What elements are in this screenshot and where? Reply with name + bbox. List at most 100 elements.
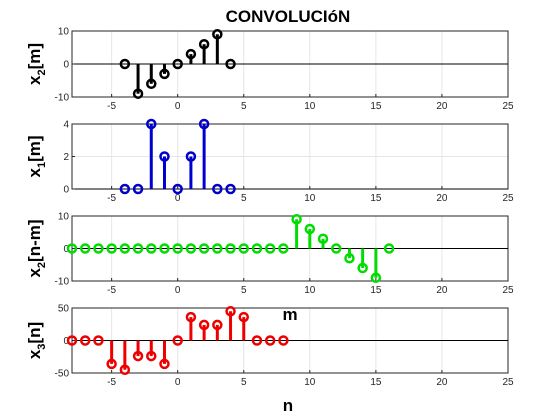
x-tick-label: 20 [436,193,448,204]
x-tick-label: -5 [107,285,116,296]
figure-title: CONVOLUCIóN [226,7,351,26]
stem-marker [146,243,157,254]
stem-marker [172,183,183,195]
x-tick-label: 15 [370,285,382,296]
y-label-subscript: 2 [36,262,48,268]
stem-marker [66,243,78,254]
stem-marker [185,151,197,162]
x-tick-label: 20 [436,285,448,296]
stem-marker [79,243,91,254]
y-axis-label: x2[n-m] [25,219,48,277]
stem-marker [317,233,329,244]
x-tick-label: 25 [502,193,514,204]
x-tick-label: 20 [436,101,448,112]
stem-marker [370,272,382,283]
x-tick-label: -5 [107,101,116,112]
stem-marker [185,48,197,60]
stem-marker [212,243,223,254]
x-tick-label: 20 [436,377,448,388]
stem-marker [212,29,223,40]
stem-marker [278,243,289,254]
stem-marker [172,243,183,254]
x-tick-label: 0 [175,193,181,204]
x-tick-label: -5 [107,193,116,204]
stem-marker [132,350,144,362]
stem-marker [119,183,131,195]
y-tick-label: 2 [63,152,69,163]
stem-marker [172,58,183,70]
x-tick-label: 10 [304,377,316,388]
stem-marker [212,319,223,331]
x-tick-label: 15 [370,193,382,204]
y-tick-label: 0 [63,244,69,255]
x-tick-label: 0 [175,101,181,112]
x-tick-label: -5 [107,377,116,388]
x-tick-label: 5 [241,193,247,204]
y-label-main: x [25,75,44,85]
stem-marker [159,243,170,254]
stem-marker [198,243,210,254]
stem-marker [93,335,104,346]
stem-marker [159,358,170,370]
y-tick-label: 4 [63,120,69,131]
x-tick-label: 0 [175,377,181,388]
x-tick-label: 25 [502,285,514,296]
y-label-tail: [n-m] [25,219,44,261]
stem-marker [278,335,289,346]
bottom-xlabel: n [283,396,293,415]
x-tick-label: 10 [304,101,316,112]
y-tick-label: 10 [58,212,70,223]
x-tick-label: 0 [175,285,181,296]
stem-marker [172,335,183,346]
x-tick-label: 25 [502,101,514,112]
stem-marker [79,335,91,346]
y-label-main: x [25,349,44,359]
x-tick-label: 10 [304,285,316,296]
x-tick-label: 10 [304,193,316,204]
stem-marker [198,319,210,331]
stem-marker [238,311,250,323]
stem-marker [304,223,316,235]
y-tick-label: -10 [55,277,70,288]
y-label-main: x [25,268,44,278]
stem-marker [251,335,263,346]
y-tick-label: 50 [58,304,70,315]
stem-marker [291,214,302,225]
stem-marker [344,253,355,264]
y-label-tail: [n] [25,322,44,344]
y-label-subscript: 2 [36,69,48,75]
stem-marker [132,88,144,99]
stem-marker [146,78,157,90]
subplot-3: -5 0 5 10 15 20 25 -10 0 10 x2[n-m] [25,212,514,297]
stem-marker [212,183,223,195]
stem-marker [119,243,131,254]
y-label-subscript: 1 [36,162,48,168]
stem-marker [159,151,170,162]
y-tick-label: -50 [55,369,70,380]
stem-marker [251,243,263,254]
stem-marker [225,306,236,317]
stem-marker [264,335,276,346]
x-tick-label: 5 [241,377,247,388]
stem-marker [225,243,236,254]
floating-m-label: m [282,305,297,324]
x-tick-label: 15 [370,101,382,112]
y-tick-label: 0 [63,185,69,196]
x-tick-label: 15 [370,377,382,388]
x-tick-label: 25 [502,377,514,388]
subplot-1: -5 0 5 10 15 20 25 -10 0 10 x2[m] [25,27,514,113]
x-tick-label: 5 [241,101,247,112]
y-tick-label: 10 [58,27,70,38]
y-label-tail: [m] [25,43,44,69]
stem-marker [119,364,131,375]
stem-marker [146,118,157,130]
y-label-subscript: 3 [36,344,48,350]
stem-marker [66,335,78,346]
stem-marker [106,243,117,254]
stem-marker [132,183,144,195]
stem-marker [146,350,157,362]
y-tick-label: 0 [63,336,69,347]
y-tick-label: 0 [63,60,69,71]
